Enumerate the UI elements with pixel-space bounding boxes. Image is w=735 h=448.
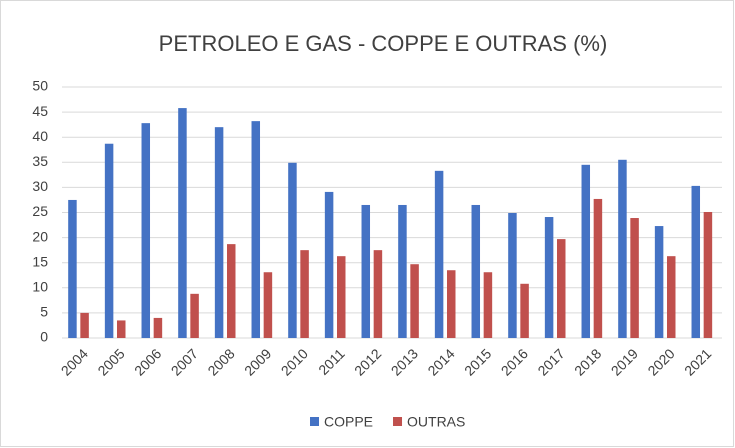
bar [190, 293, 199, 338]
bar [618, 159, 627, 338]
bar [80, 312, 89, 338]
bar [447, 270, 456, 338]
y-tick-label: 15 [32, 253, 48, 269]
bar [593, 198, 603, 338]
legend-swatch [393, 417, 403, 426]
bar [263, 272, 273, 338]
bar [667, 256, 676, 338]
bar [141, 123, 151, 338]
bar [68, 199, 77, 338]
y-tick-label: 40 [32, 128, 48, 144]
y-tick-label: 10 [32, 279, 48, 295]
y-tick-label: 20 [32, 228, 48, 244]
bar [520, 283, 529, 338]
bar [337, 256, 346, 338]
bar [178, 108, 187, 338]
bar [227, 244, 236, 338]
chart-title: PETROLEO E GAS - COPPE E OUTRAS (%) [159, 31, 608, 56]
bar [630, 218, 639, 338]
bar [104, 143, 114, 338]
bar [581, 164, 591, 338]
bar [251, 121, 261, 338]
bar [434, 170, 444, 338]
bar [117, 320, 126, 338]
bar [557, 239, 566, 338]
y-tick-label: 50 [32, 78, 48, 94]
bar [410, 264, 419, 338]
bar [508, 213, 517, 338]
y-tick-label: 25 [32, 203, 48, 219]
bar [300, 250, 309, 338]
bar [483, 272, 493, 338]
y-tick-label: 35 [32, 153, 48, 169]
legend-swatch [310, 417, 319, 426]
bar [703, 211, 713, 338]
bar [691, 185, 701, 338]
legend-label: OUTRAS [407, 414, 465, 430]
bar [398, 204, 407, 338]
bar [373, 250, 383, 338]
legend-label: COPPE [324, 414, 373, 430]
bar [361, 204, 371, 338]
bar [153, 317, 163, 338]
y-tick-label: 45 [32, 103, 48, 119]
y-tick-label: 5 [40, 304, 48, 320]
bar [544, 217, 554, 338]
y-tick-label: 30 [32, 178, 48, 194]
bar [654, 226, 664, 338]
bar [324, 191, 334, 338]
bar [214, 127, 224, 338]
y-tick-label: 0 [40, 329, 48, 345]
bar [288, 162, 297, 338]
bar [471, 204, 481, 338]
